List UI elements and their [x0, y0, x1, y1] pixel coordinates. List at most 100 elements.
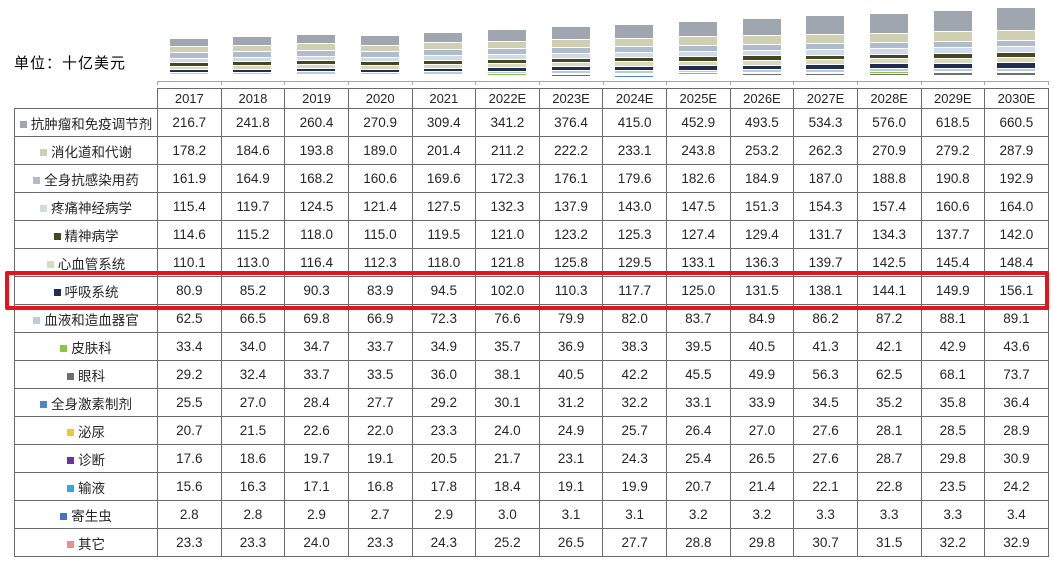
- legend-swatch-icon: [33, 316, 41, 324]
- bar-segment: [615, 78, 654, 79]
- value-cell: 15.6: [157, 472, 222, 501]
- bar-segment: [742, 78, 781, 79]
- category-label: 皮肤科: [71, 340, 112, 356]
- value-cell: 131.7: [793, 220, 858, 249]
- value-cell: 28.9: [984, 416, 1049, 445]
- bar-segment: [678, 51, 717, 57]
- bar-segment: [488, 29, 527, 41]
- table-row: 全身激素制剂 25.5 27.0 28.4 27.7 29.2 30.1 31.2 32.2 33…: [14, 388, 1049, 417]
- value-cell: 31.2: [538, 388, 604, 417]
- bar-segment: [933, 47, 972, 53]
- axis-tick: [538, 81, 540, 85]
- value-cell: 142.0: [984, 220, 1049, 249]
- year-header-2025E: 2025E: [666, 88, 731, 109]
- year-header-2018: 2018: [220, 88, 286, 109]
- bar-segment: [360, 73, 399, 76]
- value-cell: 62.5: [856, 360, 922, 389]
- value-cell: 28.7: [856, 444, 922, 473]
- legend-swatch-icon: [33, 176, 41, 184]
- category-label: 眼科: [78, 368, 105, 384]
- bar-segment: [806, 68, 845, 72]
- value-cell: 80.9: [157, 276, 222, 305]
- bar-segment: [488, 77, 527, 79]
- bar-segment: [360, 78, 399, 80]
- bar-segment: [551, 70, 590, 73]
- row-label-cell: 抗肿瘤和免疫调节剂: [14, 108, 158, 137]
- bar-segment: [933, 40, 972, 48]
- bar-segment: [997, 29, 1036, 40]
- category-label: 诊断: [78, 452, 105, 468]
- value-cell: 576.0: [856, 108, 922, 137]
- bar-segment: [933, 9, 972, 32]
- bar-segment: [424, 59, 463, 64]
- bar-segment: [297, 79, 336, 80]
- value-cell: 117.7: [602, 276, 667, 305]
- value-cell: 83.7: [666, 304, 731, 333]
- bar-segment: [488, 58, 527, 63]
- value-cell: 38.1: [475, 360, 540, 389]
- bar-segment: [297, 76, 336, 78]
- bar-segment: [488, 70, 527, 74]
- value-cell: 136.3: [729, 248, 795, 277]
- value-cell: 30.9: [984, 444, 1049, 473]
- value-cell: 22.1: [793, 472, 858, 501]
- row-label-cell: 全身激素制剂: [14, 388, 158, 417]
- row-label-cell: 全身抗感染用药: [14, 164, 158, 193]
- chart-column-2017: [157, 0, 221, 81]
- value-cell: 309.4: [411, 108, 477, 137]
- bar-segment: [233, 75, 272, 77]
- bar-segment: [233, 76, 272, 78]
- axis-tick: [157, 81, 158, 85]
- bar-segment: [933, 62, 972, 68]
- bar-segment: [997, 46, 1036, 53]
- bar-segment: [933, 76, 972, 78]
- value-cell: 94.5: [411, 276, 477, 305]
- value-cell: 32.2: [920, 528, 986, 557]
- bar-segment: [869, 78, 908, 80]
- value-cell: 27.6: [793, 444, 858, 473]
- bar-segment: [678, 36, 717, 45]
- value-cell: 24.0: [284, 528, 349, 557]
- value-cell: 25.2: [475, 528, 540, 557]
- value-cell: 76.6: [475, 304, 540, 333]
- bar-segment: [233, 60, 272, 65]
- row-label-cell: 心血管系统: [14, 248, 158, 277]
- bar-segment: [869, 77, 908, 79]
- stacked-bar-2017: [169, 38, 208, 80]
- year-header-2026E: 2026E: [729, 88, 795, 109]
- stacked-bar-2027E: [806, 15, 845, 80]
- bar-segment: [551, 78, 590, 79]
- bar-segment: [806, 77, 845, 79]
- bar-segment: [551, 53, 590, 58]
- row-label-cell: 疼痛神经病学: [14, 192, 158, 221]
- bar-segment: [742, 64, 781, 70]
- axis-tick: [729, 81, 731, 85]
- bar-segment: [742, 75, 781, 77]
- legend-swatch-icon: [67, 456, 74, 464]
- bar-segment: [933, 77, 972, 79]
- bar-segment: [742, 72, 781, 74]
- chart-column-2021: [412, 0, 476, 81]
- bar-segment: [869, 78, 908, 79]
- bar-segment: [488, 73, 527, 75]
- bar-segment: [169, 72, 208, 75]
- bar-segment: [360, 56, 399, 61]
- value-cell: 72.3: [411, 304, 477, 333]
- bar-segment: [424, 79, 463, 80]
- row-label-cell: 寄生虫: [14, 500, 158, 529]
- value-cell: 26.5: [729, 444, 795, 473]
- bar-segment: [806, 63, 845, 69]
- value-cell: 118.0: [284, 220, 349, 249]
- stacked-bar-2022E: [488, 29, 527, 80]
- bar-segment: [169, 76, 208, 78]
- value-cell: 160.6: [347, 164, 413, 193]
- value-cell: 27.7: [347, 388, 413, 417]
- bar-segment: [297, 74, 336, 77]
- value-cell: 376.4: [538, 108, 604, 137]
- axis-tick: [666, 81, 668, 85]
- bar-segment: [869, 72, 908, 75]
- value-cell: 112.3: [347, 248, 413, 277]
- category-label: 寄生虫: [71, 508, 112, 524]
- legend-swatch-icon: [40, 148, 47, 156]
- bar-segment: [233, 44, 272, 52]
